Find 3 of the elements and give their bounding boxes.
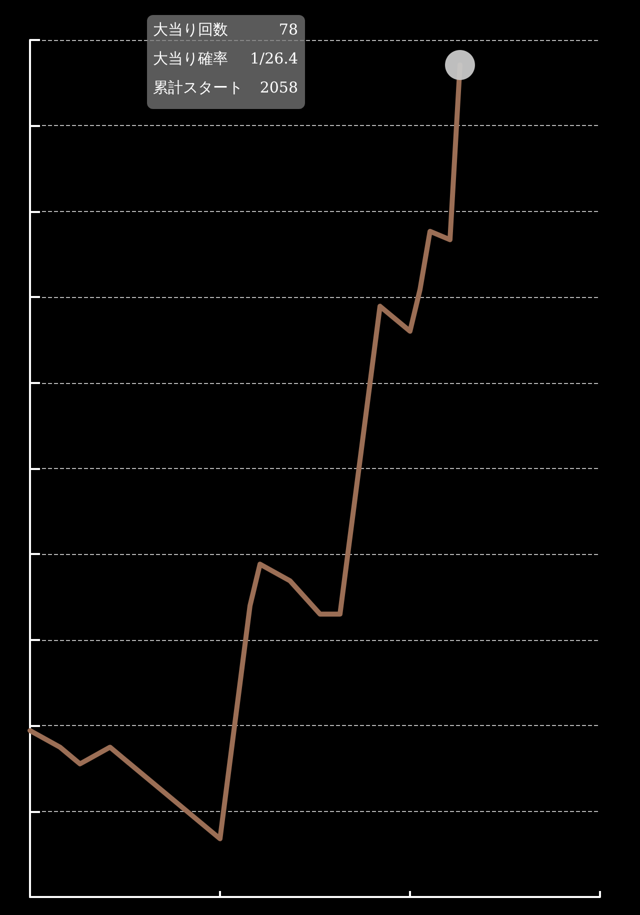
annotation: 累計スタート 2058 <box>153 78 298 96</box>
text: 大当り確率 1/26.4 <box>153 50 298 68</box>
text: 大当り回数 78 <box>153 20 298 38</box>
